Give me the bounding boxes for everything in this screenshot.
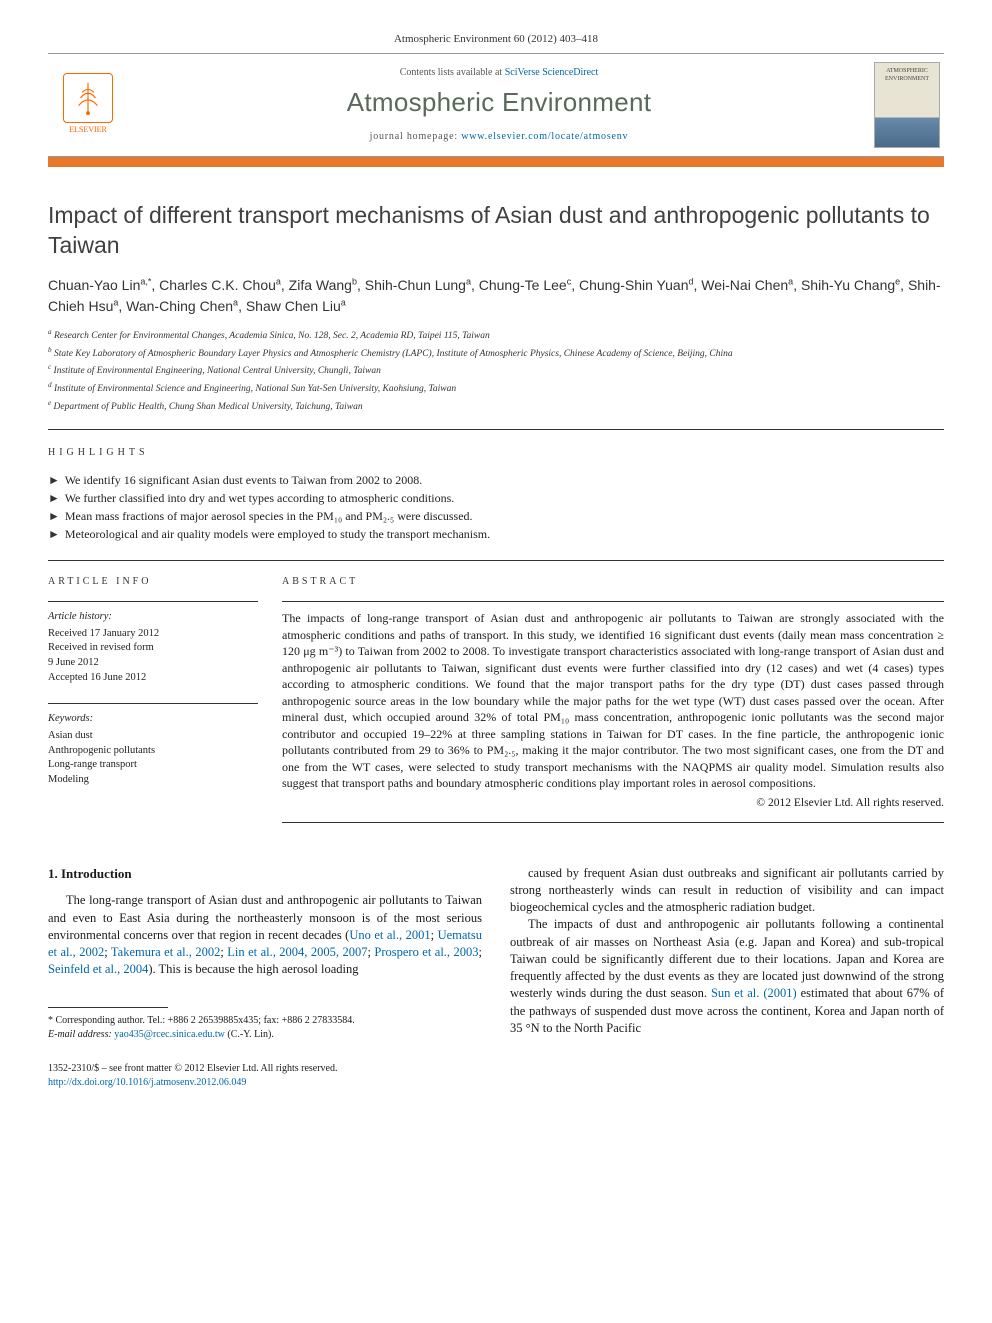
author-list: Chuan-Yao Lina,*, Charles C.K. Choua, Zi… — [48, 275, 944, 317]
elsevier-logo: ELSEVIER — [52, 66, 124, 144]
citation-link[interactable]: Sun et al. (2001) — [711, 986, 797, 1000]
section-heading: 1. Introduction — [48, 865, 482, 883]
doi-link[interactable]: http://dx.doi.org/10.1016/j.atmosenv.201… — [48, 1077, 246, 1088]
citation-link[interactable]: Uno et al., 2001 — [349, 928, 430, 942]
citation-link[interactable]: Takemura et al., 2002 — [111, 945, 220, 959]
journal-reference: Atmospheric Environment 60 (2012) 403–41… — [48, 32, 944, 47]
email-link[interactable]: yao435@rcec.sinica.edu.tw — [114, 1029, 225, 1040]
affiliation: e Department of Public Health, Chung Sha… — [48, 398, 944, 415]
abstract-label: ABSTRACT — [282, 575, 944, 589]
sciencedirect-link[interactable]: SciVerse ScienceDirect — [505, 67, 599, 78]
body-paragraph: The long-range transport of Asian dust a… — [48, 892, 482, 978]
keywords-block: Keywords: Asian dust Anthropogenic pollu… — [48, 712, 258, 787]
article-info-label: ARTICLE INFO — [48, 575, 258, 589]
citation-link[interactable]: Seinfeld et al., 2004 — [48, 962, 148, 976]
divider — [48, 703, 258, 704]
highlights-label: HIGHLIGHTS — [48, 446, 944, 460]
homepage-link[interactable]: www.elsevier.com/locate/atmosenv — [461, 131, 628, 142]
divider — [48, 429, 944, 430]
highlight-item: ► We identify 16 significant Asian dust … — [48, 472, 944, 488]
email-line: E-mail address: yao435@rcec.sinica.edu.t… — [48, 1028, 482, 1042]
footnote-rule — [48, 1007, 168, 1008]
affiliation: b State Key Laboratory of Atmospheric Bo… — [48, 345, 944, 362]
article-history: Article history: Received 17 January 201… — [48, 610, 258, 685]
masthead: ELSEVIER Contents lists available at Sci… — [48, 53, 944, 157]
publisher-label: ELSEVIER — [69, 125, 107, 136]
highlight-item: ► Mean mass fractions of major aerosol s… — [48, 508, 944, 524]
article-title: Impact of different transport mechanisms… — [48, 201, 944, 261]
affiliation: d Institute of Environmental Science and… — [48, 380, 944, 397]
corresponding-author: * Corresponding author. Tel.: +886 2 265… — [48, 1014, 482, 1028]
journal-cover-thumbnail: ATMOSPHERIC ENVIRONMENT — [874, 62, 940, 148]
citation-link[interactable]: Prospero et al., 2003 — [374, 945, 478, 959]
divider — [282, 601, 944, 602]
divider — [48, 560, 944, 561]
copyright-line: © 2012 Elsevier Ltd. All rights reserved… — [282, 796, 944, 812]
page-footer: 1352-2310/$ – see front matter © 2012 El… — [48, 1062, 944, 1090]
highlights-list: ► We identify 16 significant Asian dust … — [48, 472, 944, 543]
orange-divider-bar — [48, 157, 944, 167]
issn-line: 1352-2310/$ – see front matter © 2012 El… — [48, 1062, 944, 1076]
affiliation: c Institute of Environmental Engineering… — [48, 362, 944, 379]
elsevier-tree-icon — [63, 73, 113, 123]
footnotes: * Corresponding author. Tel.: +886 2 265… — [48, 1014, 482, 1042]
contents-line: Contents lists available at SciVerse Sci… — [124, 66, 874, 80]
divider — [282, 822, 944, 823]
abstract-text: The impacts of long-range transport of A… — [282, 610, 944, 792]
affiliation: a Research Center for Environmental Chan… — [48, 327, 944, 344]
citation-link[interactable]: Lin et al., 2004, 2005, 2007 — [227, 945, 367, 959]
journal-title: Atmospheric Environment — [124, 85, 874, 120]
divider — [48, 601, 258, 602]
affiliations: a Research Center for Environmental Chan… — [48, 327, 944, 416]
highlight-item: ► We further classified into dry and wet… — [48, 490, 944, 506]
body-paragraph: The impacts of dust and anthropogenic ai… — [510, 916, 944, 1037]
homepage-line: journal homepage: www.elsevier.com/locat… — [124, 130, 874, 144]
body-paragraph: caused by frequent Asian dust outbreaks … — [510, 865, 944, 917]
highlight-item: ► Meteorological and air quality models … — [48, 526, 944, 542]
